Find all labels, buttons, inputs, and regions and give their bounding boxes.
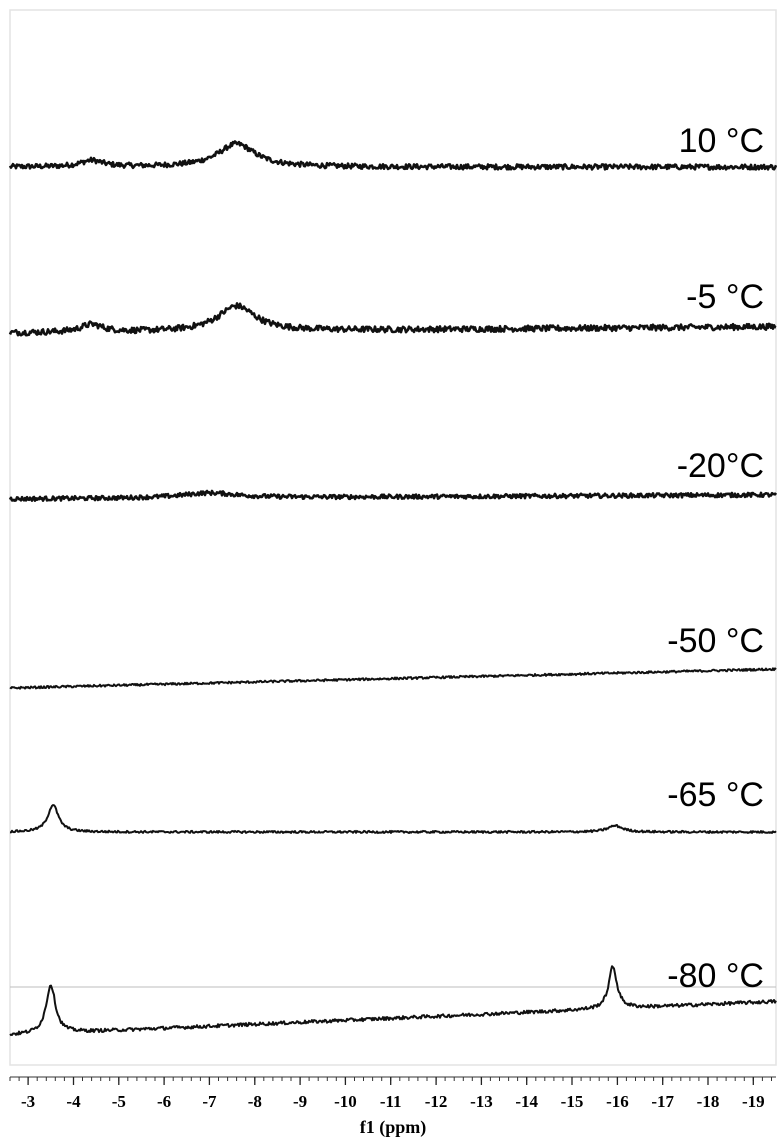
- x-tick-label: -19: [742, 1092, 765, 1111]
- x-tick-label: -5: [112, 1092, 126, 1111]
- x-tick-label: -3: [21, 1092, 35, 1111]
- spectrum-line: [9, 804, 777, 835]
- spectrum-line: [9, 965, 777, 1037]
- spectrum-line: [8, 489, 777, 502]
- x-tick-label: -10: [334, 1092, 357, 1111]
- spectrum-line: [9, 667, 777, 690]
- x-tick-label: -18: [697, 1092, 720, 1111]
- temperature-label: -65 °C: [667, 776, 764, 814]
- temperature-label: -50 °C: [667, 622, 764, 660]
- x-tick-label: -6: [157, 1092, 171, 1111]
- x-tick-label: -11: [380, 1092, 402, 1111]
- x-tick-label: -9: [293, 1092, 307, 1111]
- temperature-label: 10 °C: [679, 122, 764, 160]
- x-tick-label: -16: [606, 1092, 629, 1111]
- x-axis-title: f1 (ppm): [360, 1117, 427, 1137]
- x-axis: -3 -4 -5 -6 -7 -8 -9 -10 -11 -12 -13 -14 -15 -16 -17 -1…: [9, 1076, 776, 1111]
- temperature-label: -5 °C: [686, 278, 764, 316]
- temperature-labels-group: 10 °C -5 °C -20°C -50 °C -65 °C -80 °C: [667, 122, 764, 995]
- x-tick-label: -7: [202, 1092, 217, 1111]
- x-tick-label: -15: [561, 1092, 584, 1111]
- x-tick-label: -17: [651, 1092, 674, 1111]
- x-tick-label: -8: [248, 1092, 262, 1111]
- plot-frame: [9, 9, 777, 1066]
- temperature-label: -80 °C: [667, 957, 764, 995]
- spectra-group: [8, 140, 777, 1037]
- x-tick-label: -13: [470, 1092, 493, 1111]
- spectrum-line: [8, 302, 777, 337]
- spectrum-line: [8, 140, 777, 171]
- x-tick-label: -14: [515, 1092, 538, 1111]
- x-tick-label: -12: [425, 1092, 448, 1111]
- temperature-label: -20°C: [677, 447, 764, 485]
- x-tick-label: -4: [66, 1092, 81, 1111]
